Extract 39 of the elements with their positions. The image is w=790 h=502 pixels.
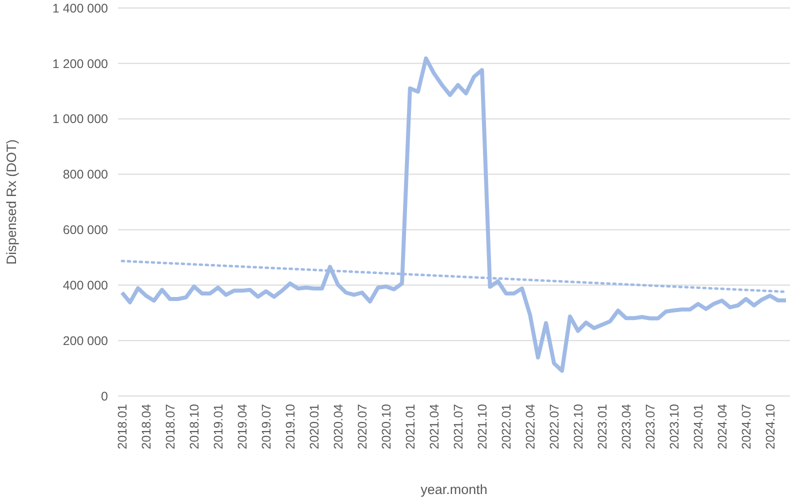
- x-tick-label: 2021.07: [451, 404, 466, 450]
- x-tick-label: 2024.01: [691, 404, 706, 450]
- x-tick-label: 2021.04: [427, 404, 442, 450]
- x-tick-label: 2021.01: [403, 404, 418, 450]
- x-tick-label: 2023.01: [595, 404, 610, 450]
- x-tick-label: 2018.10: [187, 404, 202, 450]
- x-tick-label: 2024.07: [739, 404, 754, 450]
- x-tick-label: 2023.04: [619, 404, 634, 450]
- x-tick-label: 2019.10: [283, 404, 298, 450]
- x-tick-label: 2019.01: [211, 404, 226, 450]
- x-tick-label: 2022.04: [523, 404, 538, 450]
- y-tick-label: 600 000: [62, 223, 108, 238]
- x-tick-label: 2022.07: [547, 404, 562, 450]
- x-tick-label: 2022.01: [499, 404, 514, 450]
- x-tick-label: 2020.04: [331, 404, 346, 450]
- x-tick-label: 2022.10: [571, 404, 586, 450]
- x-tick-label: 2020.01: [307, 404, 322, 450]
- x-tick-label: 2024.10: [763, 404, 778, 450]
- x-tick-label: 2021.10: [475, 404, 490, 450]
- line-series: [120, 56, 788, 373]
- y-tick-label: 1 000 000: [52, 112, 108, 126]
- y-tick-label: 400 000: [62, 278, 108, 293]
- x-tick-label: 2024.04: [715, 404, 730, 450]
- x-tick-label: 2020.07: [355, 404, 370, 450]
- x-tick-label: 2018.01: [115, 404, 130, 450]
- y-tick-label: 0: [101, 389, 108, 404]
- x-tick-label: 2023.10: [667, 404, 682, 450]
- x-tick-label: 2018.04: [139, 404, 154, 450]
- x-tick-label: 2023.07: [643, 404, 658, 450]
- y-axis-title: Dispensed Rx (DOT): [4, 139, 19, 265]
- x-tick-label: 2018.07: [163, 404, 178, 450]
- y-tick-label: 200 000: [62, 334, 108, 348]
- x-tick-label: 2020.10: [379, 404, 394, 450]
- x-tick-label: 2019.04: [235, 404, 250, 450]
- y-tick-label: 1 200 000: [52, 56, 108, 71]
- x-tick-label: 2019.07: [259, 404, 274, 450]
- x-axis-title: year.month: [420, 482, 488, 497]
- y-tick-label: 800 000: [62, 168, 108, 182]
- y-tick-label: 1 400 000: [52, 1, 108, 16]
